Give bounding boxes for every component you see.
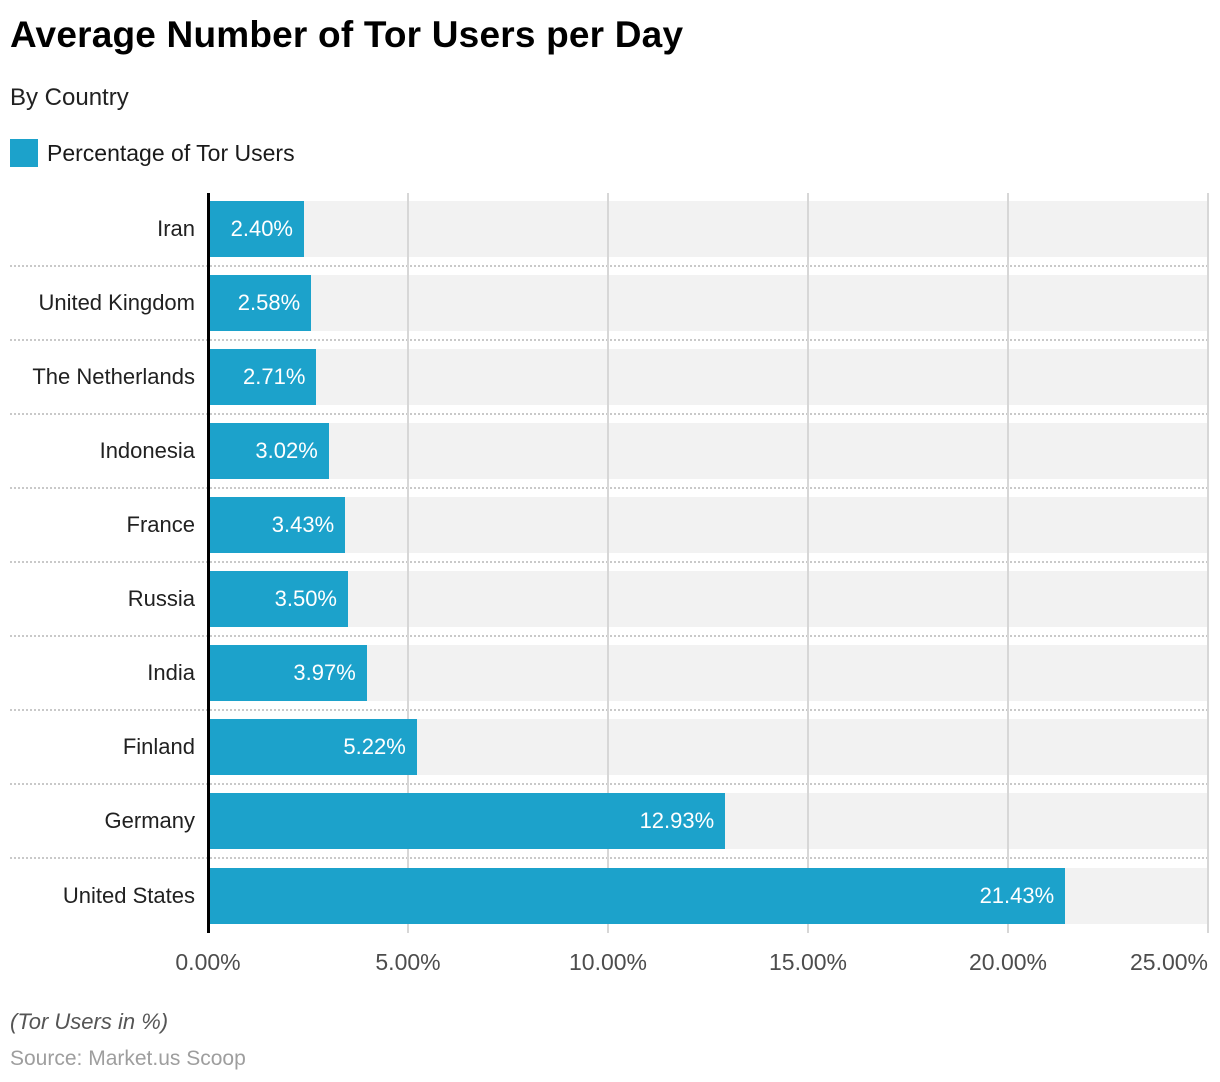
bar[interactable]: 2.71% bbox=[208, 349, 317, 406]
chart-row: India 3.97% bbox=[10, 637, 1208, 712]
bar-track: 2.71% bbox=[208, 349, 1208, 406]
category-label: Germany bbox=[104, 808, 195, 834]
vertical-gridline bbox=[607, 193, 609, 934]
category-label: United States bbox=[62, 883, 195, 909]
chart-row: Germany 12.93% bbox=[10, 785, 1208, 860]
vertical-gridline bbox=[407, 193, 409, 934]
x-axis-tick-label: 10.00% bbox=[568, 949, 648, 976]
category-label: Iran bbox=[157, 216, 195, 242]
bar-track: 3.43% bbox=[208, 497, 1208, 554]
chart-row: Russia 3.50% bbox=[10, 563, 1208, 638]
category-label: United Kingdom bbox=[38, 290, 195, 316]
vertical-gridline bbox=[1207, 193, 1209, 934]
x-axis-tick-label: 0.00% bbox=[175, 949, 241, 976]
vertical-gridline bbox=[807, 193, 809, 934]
chart-row: Iran 2.40% bbox=[10, 193, 1208, 268]
bar-track: 12.93% bbox=[208, 793, 1208, 850]
bar-track: 5.22% bbox=[208, 719, 1208, 776]
source-text: Source: Market.us Scoop bbox=[10, 1047, 246, 1071]
bar-track: 3.02% bbox=[208, 423, 1208, 480]
category-label: Russia bbox=[127, 586, 195, 612]
bar-value-label: 2.40% bbox=[230, 216, 293, 242]
category-label: The Netherlands bbox=[32, 364, 195, 390]
bar-value-label: 2.58% bbox=[237, 290, 301, 316]
bar-track: 2.58% bbox=[208, 275, 1208, 332]
bar[interactable]: 5.22% bbox=[208, 719, 417, 776]
bar-value-label: 5.22% bbox=[343, 734, 406, 760]
x-axis-tick-label: 25.00% bbox=[1129, 949, 1208, 976]
bar[interactable]: 21.43% bbox=[208, 868, 1066, 925]
bar[interactable]: 2.40% bbox=[208, 201, 304, 258]
chart-row: United States 21.43% bbox=[10, 859, 1208, 933]
chart-row: Indonesia 3.02% bbox=[10, 415, 1208, 490]
bar[interactable]: 3.97% bbox=[208, 645, 367, 702]
bar-track: 3.50% bbox=[208, 571, 1208, 628]
chart-row: France 3.43% bbox=[10, 489, 1208, 564]
y-axis-line bbox=[207, 193, 210, 934]
bar[interactable]: 3.02% bbox=[208, 423, 329, 480]
legend-swatch-icon[interactable] bbox=[10, 139, 38, 168]
vertical-gridline bbox=[1007, 193, 1009, 934]
bar-value-label: 12.93% bbox=[639, 808, 715, 834]
bar[interactable]: 12.93% bbox=[208, 793, 726, 850]
bar-value-label: 21.43% bbox=[979, 883, 1055, 909]
axis-units-note: (Tor Users in %) bbox=[10, 1009, 169, 1035]
category-label: Indonesia bbox=[99, 438, 195, 464]
bar-value-label: 2.71% bbox=[243, 364, 306, 390]
bar-track: 2.40% bbox=[208, 201, 1208, 258]
legend-label: Percentage of Tor Users bbox=[47, 139, 295, 166]
bar-track: 3.97% bbox=[208, 645, 1208, 702]
bar-track: 21.43% bbox=[208, 868, 1208, 925]
bar-value-label: 3.50% bbox=[274, 586, 337, 612]
category-label: France bbox=[126, 512, 195, 538]
bar-value-label: 3.02% bbox=[255, 438, 318, 464]
bar[interactable]: 2.58% bbox=[208, 275, 312, 332]
category-label: India bbox=[147, 660, 195, 686]
chart-row: United Kingdom 2.58% bbox=[10, 267, 1208, 342]
page-subtitle: By Country bbox=[10, 84, 129, 112]
bar-value-label: 3.43% bbox=[271, 512, 335, 538]
bar-chart: Iran 2.40% United Kingdom 2.58% The Netherla… bbox=[10, 193, 1209, 983]
x-axis-tick-label: 5.00% bbox=[375, 949, 441, 976]
page-title: Average Number of Tor Users per Day bbox=[10, 14, 684, 55]
category-label: Finland bbox=[122, 734, 195, 760]
x-axis: 0.00% 5.00% 10.00% 15.00% 20.00% 25.00% bbox=[10, 933, 1208, 983]
bar[interactable]: 3.43% bbox=[208, 497, 346, 554]
bar[interactable]: 3.50% bbox=[208, 571, 348, 628]
x-axis-tick-label: 20.00% bbox=[968, 949, 1048, 976]
chart-row: The Netherlands 2.71% bbox=[10, 341, 1208, 416]
legend: Percentage of Tor Users bbox=[10, 139, 1208, 168]
x-axis-tick-label: 15.00% bbox=[768, 949, 848, 976]
plot-area: Iran 2.40% United Kingdom 2.58% The Netherla… bbox=[10, 193, 1209, 934]
bar-value-label: 3.97% bbox=[293, 660, 356, 686]
chart-row: Finland 5.22% bbox=[10, 711, 1208, 786]
